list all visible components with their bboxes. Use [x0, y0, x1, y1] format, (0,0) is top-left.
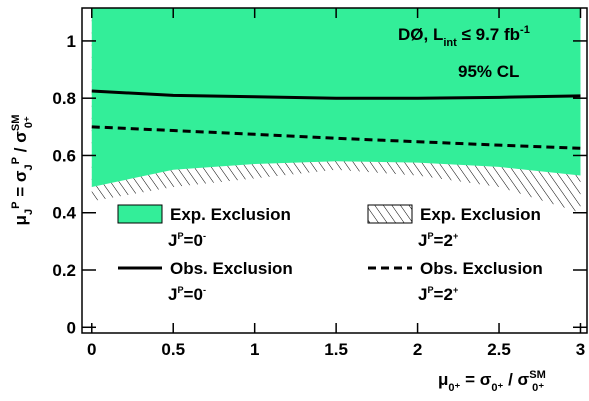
- exclusion-line: [91, 125, 581, 150]
- plot-frame: [81, 7, 588, 334]
- label-part: DØ, L: [398, 25, 443, 44]
- label-part: 0⁺: [532, 382, 544, 394]
- legend-label: Obs. Exclusion: [420, 259, 543, 278]
- rich-label: DØ, Lint ≤ 9.7 fb-1: [398, 24, 530, 49]
- label-part: -1: [520, 24, 530, 36]
- x-tick-label: 2: [413, 340, 422, 359]
- label-part: =0: [184, 231, 203, 250]
- label-part: P: [177, 231, 183, 241]
- label-part: P: [10, 202, 22, 209]
- label-part: 0⁺: [23, 116, 35, 128]
- rich-label: μ0⁺ = σ0⁺ / σSM 0⁺: [438, 369, 546, 394]
- legend-swatch: [367, 204, 413, 224]
- label-part: P: [427, 231, 433, 241]
- label-part: 0⁺: [448, 382, 460, 394]
- label-part: int: [443, 37, 457, 49]
- label-part: SM: [529, 369, 546, 381]
- y-tick-label: 1: [67, 32, 76, 51]
- label-part: +: [453, 231, 458, 241]
- x-tick-label: 0.5: [161, 340, 185, 359]
- y-tick-label: 0.8: [52, 89, 76, 108]
- y-tick-label: 0.4: [52, 204, 76, 223]
- x-tick-label: 2.5: [487, 340, 511, 359]
- label-part: μ: [11, 215, 30, 225]
- label-part: P: [10, 157, 22, 164]
- label-part: P: [177, 285, 183, 295]
- rich-label: JP=2+: [418, 231, 458, 250]
- label-part: J: [418, 285, 427, 304]
- label-part: 0⁺: [491, 382, 503, 394]
- label-part: +: [453, 285, 458, 295]
- label-part: J: [418, 231, 427, 250]
- x-tick-label: 1: [250, 340, 259, 359]
- y-tick-label: 0.6: [52, 146, 76, 165]
- x-tick-label: 3: [576, 340, 585, 359]
- label-part: μ: [438, 370, 448, 389]
- rich-label: JP=0-: [168, 285, 206, 304]
- label-part: = σ: [460, 370, 491, 389]
- label-part: J: [168, 231, 177, 250]
- label-part: =0: [184, 285, 203, 304]
- rich-label: JP=0-: [168, 231, 206, 250]
- label-part: -: [203, 231, 206, 241]
- y-tick-label: 0.2: [52, 261, 76, 280]
- annotation: 95% CL: [458, 62, 519, 81]
- legend-label: Exp. Exclusion: [420, 205, 541, 224]
- x-tick-label: 0: [87, 340, 96, 359]
- label-part: J: [23, 209, 35, 215]
- label-part: =2: [434, 231, 453, 250]
- rich-label: μJP = σJP / σSM0⁺: [10, 115, 35, 226]
- label-part: J: [168, 285, 177, 304]
- label-part: =2: [434, 285, 453, 304]
- legend-label: Obs. Exclusion: [170, 259, 293, 278]
- x-tick-label: 1.5: [324, 340, 348, 359]
- label-part: SM: [10, 115, 22, 132]
- y-tick-label: 0: [67, 318, 76, 337]
- exclusion-line: [91, 89, 581, 100]
- label-part: ≤ 9.7 fb: [457, 25, 520, 44]
- legend-swatch: [117, 204, 163, 224]
- rich-label: JP=2+: [418, 285, 458, 304]
- label-part: -: [203, 285, 206, 295]
- label-part: / σ: [503, 370, 529, 389]
- label-part: P: [427, 285, 433, 295]
- label-part: = σ: [11, 170, 30, 201]
- label-part: J: [23, 164, 35, 170]
- legend-label: Exp. Exclusion: [170, 205, 291, 224]
- label-part: / σ: [11, 131, 30, 157]
